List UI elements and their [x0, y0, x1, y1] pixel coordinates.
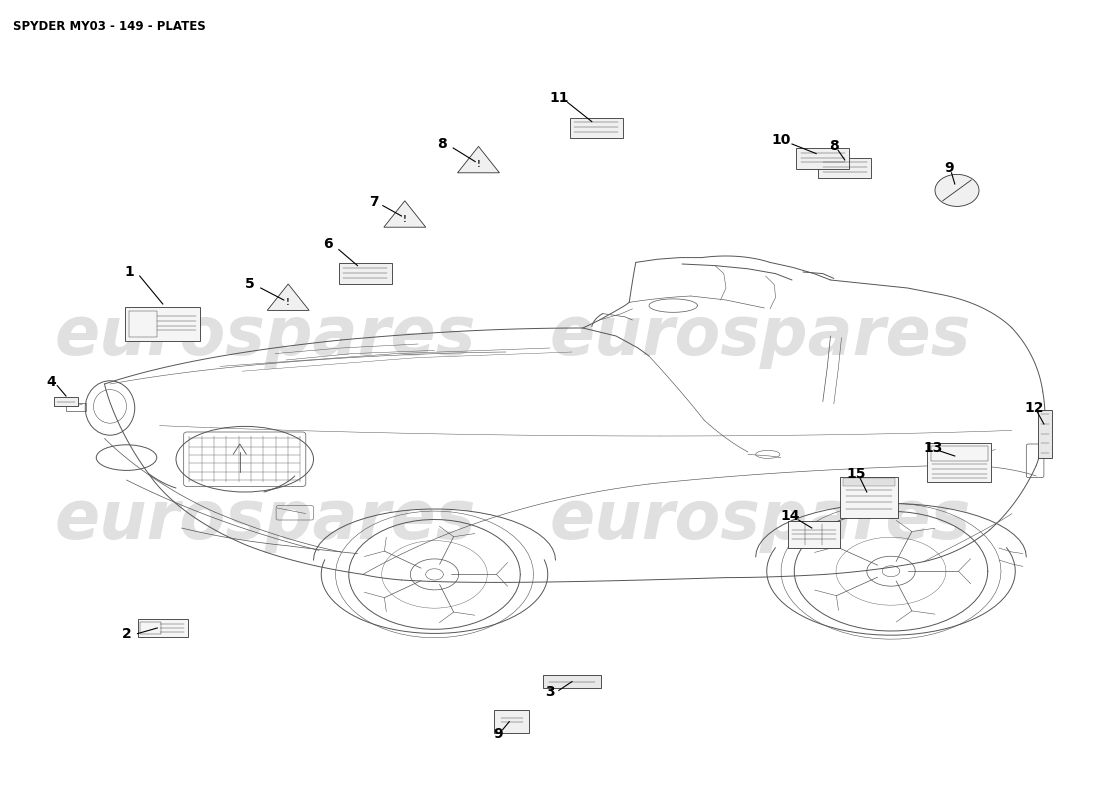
Bar [543, 675, 601, 688]
Bar [570, 118, 623, 138]
Circle shape [935, 174, 979, 206]
Bar [796, 148, 849, 169]
Text: !: ! [286, 298, 290, 307]
Text: 2: 2 [122, 626, 131, 641]
Text: 13: 13 [923, 441, 943, 455]
Bar [1038, 410, 1052, 458]
Bar [129, 311, 157, 337]
Text: 10: 10 [771, 133, 791, 147]
Text: 8: 8 [829, 138, 838, 153]
Bar [54, 397, 78, 406]
Text: 8: 8 [438, 137, 447, 151]
Bar [66, 403, 86, 411]
Text: 9: 9 [945, 161, 954, 175]
Text: 1: 1 [125, 265, 134, 279]
Bar [840, 477, 898, 518]
Bar [494, 710, 529, 733]
Text: eurospares: eurospares [550, 303, 971, 369]
Text: SPYDER MY03 - 149 - PLATES: SPYDER MY03 - 149 - PLATES [13, 20, 206, 33]
Text: !: ! [403, 214, 407, 224]
Bar [139, 619, 187, 637]
Text: eurospares: eurospares [55, 487, 476, 553]
Text: 6: 6 [323, 237, 332, 251]
Bar [843, 478, 895, 486]
Text: 4: 4 [47, 374, 56, 389]
Text: 15: 15 [846, 466, 866, 481]
Text: 5: 5 [245, 277, 254, 291]
Bar [788, 521, 840, 548]
Text: 11: 11 [549, 90, 569, 105]
Text: !: ! [476, 160, 481, 170]
Text: eurospares: eurospares [55, 303, 476, 369]
Bar [141, 622, 161, 634]
Text: 7: 7 [370, 194, 378, 209]
Bar [125, 307, 200, 341]
Bar [927, 443, 991, 482]
Text: eurospares: eurospares [550, 487, 971, 553]
Bar [818, 158, 871, 178]
Text: 12: 12 [1024, 401, 1044, 415]
Bar [339, 263, 392, 284]
Text: 14: 14 [780, 509, 800, 523]
Text: 3: 3 [546, 685, 554, 699]
Text: 9: 9 [494, 727, 503, 742]
Bar [931, 446, 988, 461]
